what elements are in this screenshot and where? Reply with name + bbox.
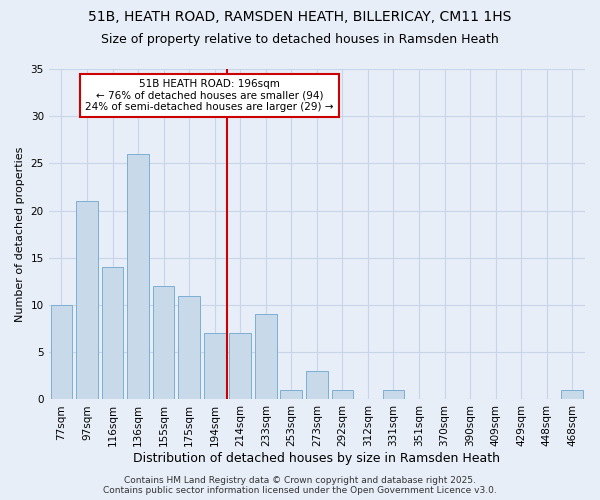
Bar [332, 390, 353, 400]
Bar [383, 390, 404, 400]
Bar [50, 305, 72, 400]
Bar [229, 334, 251, 400]
Bar [178, 296, 200, 400]
Bar [255, 314, 277, 400]
X-axis label: Distribution of detached houses by size in Ramsden Heath: Distribution of detached houses by size … [133, 452, 500, 465]
Bar [280, 390, 302, 400]
Bar [153, 286, 175, 400]
Bar [101, 268, 124, 400]
Bar [306, 371, 328, 400]
Text: 51B, HEATH ROAD, RAMSDEN HEATH, BILLERICAY, CM11 1HS: 51B, HEATH ROAD, RAMSDEN HEATH, BILLERIC… [88, 10, 512, 24]
Y-axis label: Number of detached properties: Number of detached properties [15, 146, 25, 322]
Bar [76, 201, 98, 400]
Text: 51B HEATH ROAD: 196sqm
← 76% of detached houses are smaller (94)
24% of semi-det: 51B HEATH ROAD: 196sqm ← 76% of detached… [85, 79, 334, 112]
Bar [562, 390, 583, 400]
Bar [127, 154, 149, 400]
Bar [204, 334, 226, 400]
Text: Size of property relative to detached houses in Ramsden Heath: Size of property relative to detached ho… [101, 32, 499, 46]
Text: Contains HM Land Registry data © Crown copyright and database right 2025.
Contai: Contains HM Land Registry data © Crown c… [103, 476, 497, 495]
